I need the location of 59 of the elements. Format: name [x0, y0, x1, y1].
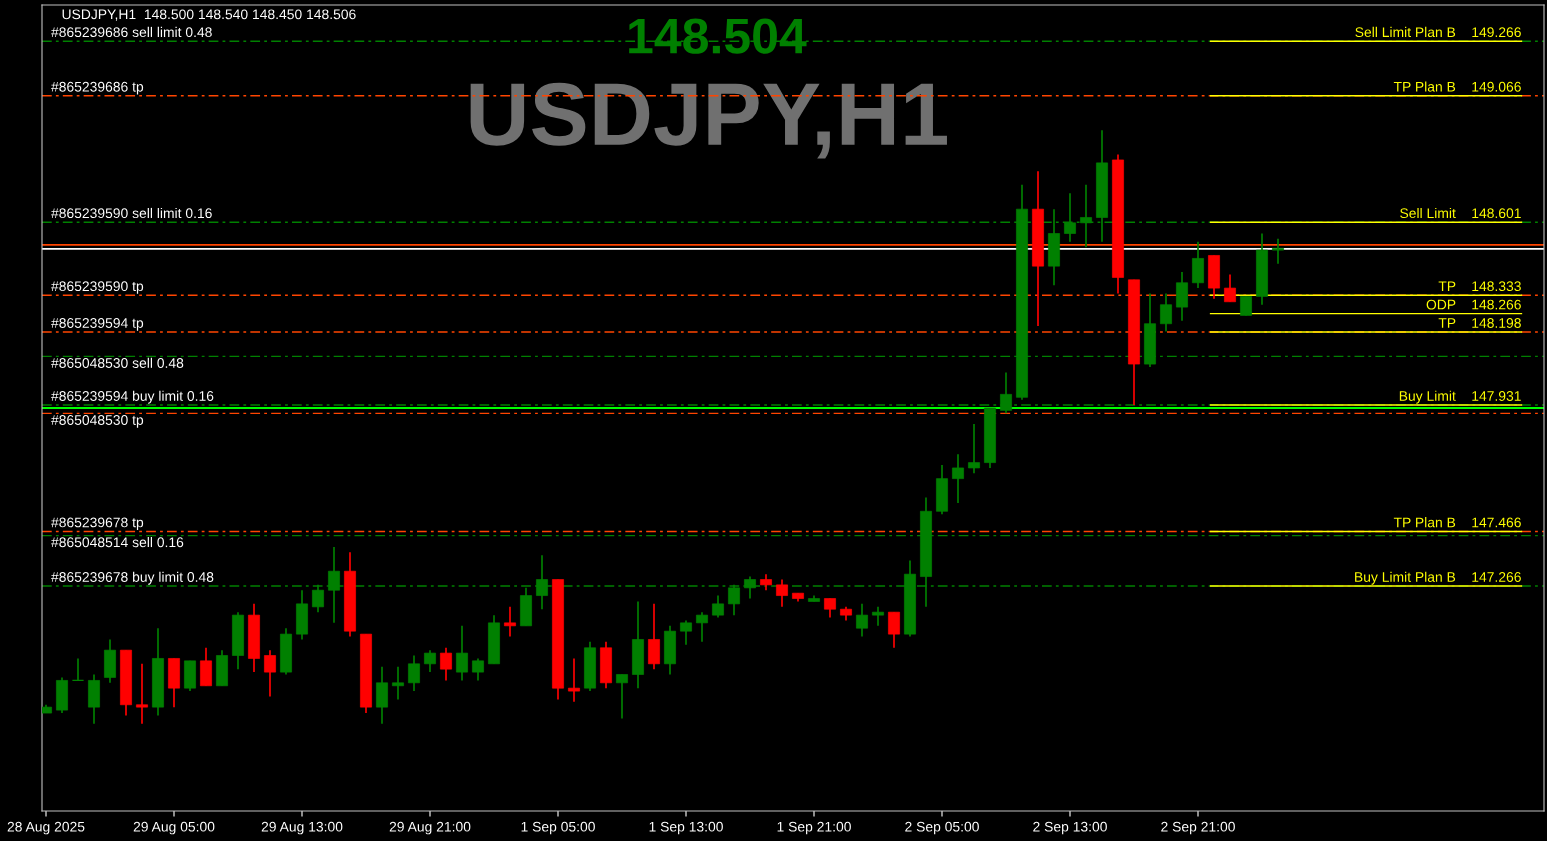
candlestick	[952, 453, 964, 504]
ref-line-label: Sell Limit Plan B 149.266	[1355, 26, 1521, 38]
ref-line-label: #865239678 buy limit 0.48	[51, 571, 214, 585]
x-tick-label: 29 Aug 21:00	[389, 821, 471, 835]
candlestick	[424, 649, 436, 673]
candlestick	[696, 611, 708, 643]
x-tick-label: 28 Aug 2025	[7, 821, 85, 835]
candlestick	[568, 657, 580, 703]
ref-line-label: TP 148.198	[1438, 318, 1521, 328]
ref-line-label: Buy Limit Plan B 147.266	[1355, 571, 1521, 585]
candlestick	[71, 657, 85, 682]
candlestick	[968, 423, 980, 475]
ref-line-label: #865239594 buy limit 0.16	[51, 390, 214, 404]
candlestick	[472, 657, 484, 682]
ref-line-label: ODP 148.266	[1426, 299, 1521, 310]
ref-line-label: TP Plan B 149.066	[1393, 81, 1521, 92]
x-tick-label: 1 Sep 21:00	[777, 821, 851, 835]
x-tick-label: 29 Aug 13:00	[261, 821, 343, 835]
ref-line-label: #865048530 sell 0.48	[51, 357, 184, 368]
x-tick-label: 2 Sep 21:00	[1161, 821, 1235, 835]
ref-line-label: #865048514 sell 0.16	[51, 537, 184, 548]
ref-line-label: #865239678 tp	[51, 517, 144, 531]
ref-line-label: #865239686 sell limit 0.48	[51, 26, 212, 38]
candlestick	[680, 619, 692, 646]
candlestick	[776, 578, 788, 608]
x-tick-label: 1 Sep 13:00	[649, 821, 723, 835]
candlestick	[1160, 292, 1172, 333]
ref-line-label: #865239590 sell limit 0.16	[51, 207, 212, 219]
candlestick	[616, 673, 628, 720]
candlestick	[440, 646, 452, 682]
x-tick-label: 1 Sep 05:00	[521, 821, 595, 835]
annotation: USDJPY,H1	[470, 82, 947, 159]
ref-line-label: #865239686 tp	[51, 81, 144, 95]
ref-line-label: #865239590 tp	[51, 281, 144, 294]
ref-line-label: Buy Limit 147.931	[1399, 390, 1521, 404]
candlestick	[1240, 295, 1252, 317]
candlestick	[456, 624, 468, 682]
candlestick	[392, 665, 404, 701]
ref-line-label: #865048530 tp	[51, 415, 144, 428]
x-tick-label: 2 Sep 05:00	[905, 821, 979, 835]
candlestick	[264, 649, 276, 698]
ref-line-label: #865239594 tp	[51, 318, 144, 331]
candlestick	[872, 605, 884, 627]
candlestick	[856, 603, 868, 638]
x-tick-label: 29 Aug 05:00	[133, 821, 215, 835]
candlestick	[1272, 238, 1284, 265]
candlestick	[504, 605, 516, 638]
candlestick	[408, 654, 420, 692]
candlestick	[824, 597, 836, 619]
ref-line-label: TP 148.333	[1438, 281, 1521, 292]
ref-line-label: Sell Limit 148.601	[1400, 207, 1521, 219]
candlestick	[1224, 273, 1236, 303]
candlestick	[712, 594, 724, 619]
x-tick-label: 2 Sep 13:00	[1033, 821, 1107, 835]
ref-line-label: TP Plan B 147.466	[1393, 517, 1521, 528]
text: USDJPY,H1 148.500 148.540 148.450 148.506	[62, 9, 356, 21]
candlestick	[1000, 371, 1012, 415]
candlestick	[136, 662, 148, 725]
candlestick	[888, 611, 900, 649]
